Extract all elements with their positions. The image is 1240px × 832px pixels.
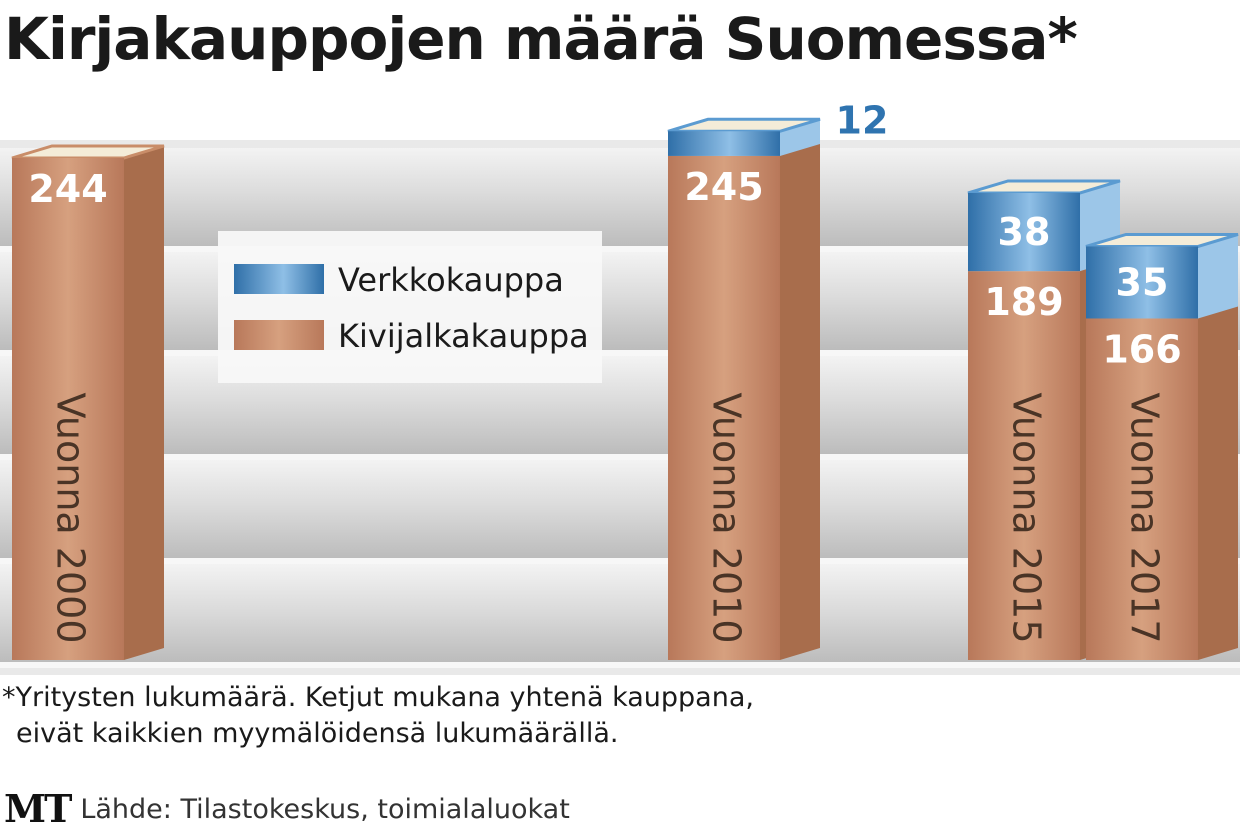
value-label-verkkokauppa: 12 <box>836 98 889 142</box>
book-vuonna-2000: 244 Vuonna 2000 <box>11 144 165 660</box>
legend-swatch <box>234 320 324 350</box>
book-side-physical <box>780 119 820 661</box>
chart-plot: 244 Vuonna 2000 245 12 Vuonna 2010 189 38 Vuonn… <box>0 98 1240 675</box>
category-label: Vuonna 2015 <box>1005 393 1049 644</box>
book-side-physical <box>124 146 164 660</box>
book-vuonna-2010: 245 12 Vuonna 2010 <box>667 98 889 661</box>
footnote: *Yritysten lukumäärä. Ketjut mukana yhte… <box>2 680 754 752</box>
legend-swatch <box>234 264 324 294</box>
shelf-edge <box>0 558 1240 564</box>
value-label-kivijalkakauppa: 166 <box>1102 327 1181 371</box>
bar-verkkokauppa <box>668 131 780 156</box>
value-label-kivijalkakauppa: 189 <box>984 280 1063 324</box>
legend-label: Kivijalkakauppa <box>338 317 589 355</box>
source-text: Lähde: Tilastokeskus, toimialaluokat <box>80 793 570 825</box>
book-side-online <box>1198 234 1238 319</box>
bar-verkkokauppa <box>1086 246 1198 319</box>
legend: Verkkokauppa Kivijalkakauppa <box>218 231 602 383</box>
mt-logo: MT <box>4 786 72 831</box>
shelf-edge <box>0 350 1240 356</box>
footnote-line-1: *Yritysten lukumäärä. Ketjut mukana yhte… <box>2 682 754 713</box>
book-side-physical <box>1198 234 1238 660</box>
legend-label: Verkkokauppa <box>338 261 564 299</box>
bar-kivijalkakauppa <box>668 155 780 660</box>
shelf-edge <box>0 246 1240 252</box>
value-label-verkkokauppa: 38 <box>998 210 1051 254</box>
shelf-edge <box>0 662 1240 668</box>
bar-verkkokauppa <box>968 192 1080 272</box>
category-label: Vuonna 2017 <box>1123 393 1167 644</box>
bar-kivijalkakauppa <box>968 271 1080 660</box>
value-label-kivijalkakauppa: 245 <box>684 165 763 209</box>
category-label: Vuonna 2010 <box>705 393 749 644</box>
value-label-kivijalkakauppa: 244 <box>28 167 107 211</box>
value-label-verkkokauppa: 35 <box>1116 260 1169 304</box>
legend-box <box>218 231 602 383</box>
footnote-line-2: eivät kaikkien myymälöidensä lukumääräll… <box>16 718 619 749</box>
source-line: MT Lähde: Tilastokeskus, toimialaluokat <box>4 786 570 832</box>
bar-kivijalkakauppa <box>12 158 124 660</box>
book-vuonna-2017: 166 35 Vuonna 2017 <box>1085 232 1239 660</box>
bar-kivijalkakauppa <box>1086 318 1198 660</box>
shelf-edge <box>0 454 1240 460</box>
book-bars: 244 Vuonna 2000 245 12 Vuonna 2010 189 38 Vuonn… <box>11 98 1239 661</box>
chart-title: Kirjakauppojen määrä Suomessa* <box>4 5 1078 73</box>
category-label: Vuonna 2000 <box>49 393 93 644</box>
